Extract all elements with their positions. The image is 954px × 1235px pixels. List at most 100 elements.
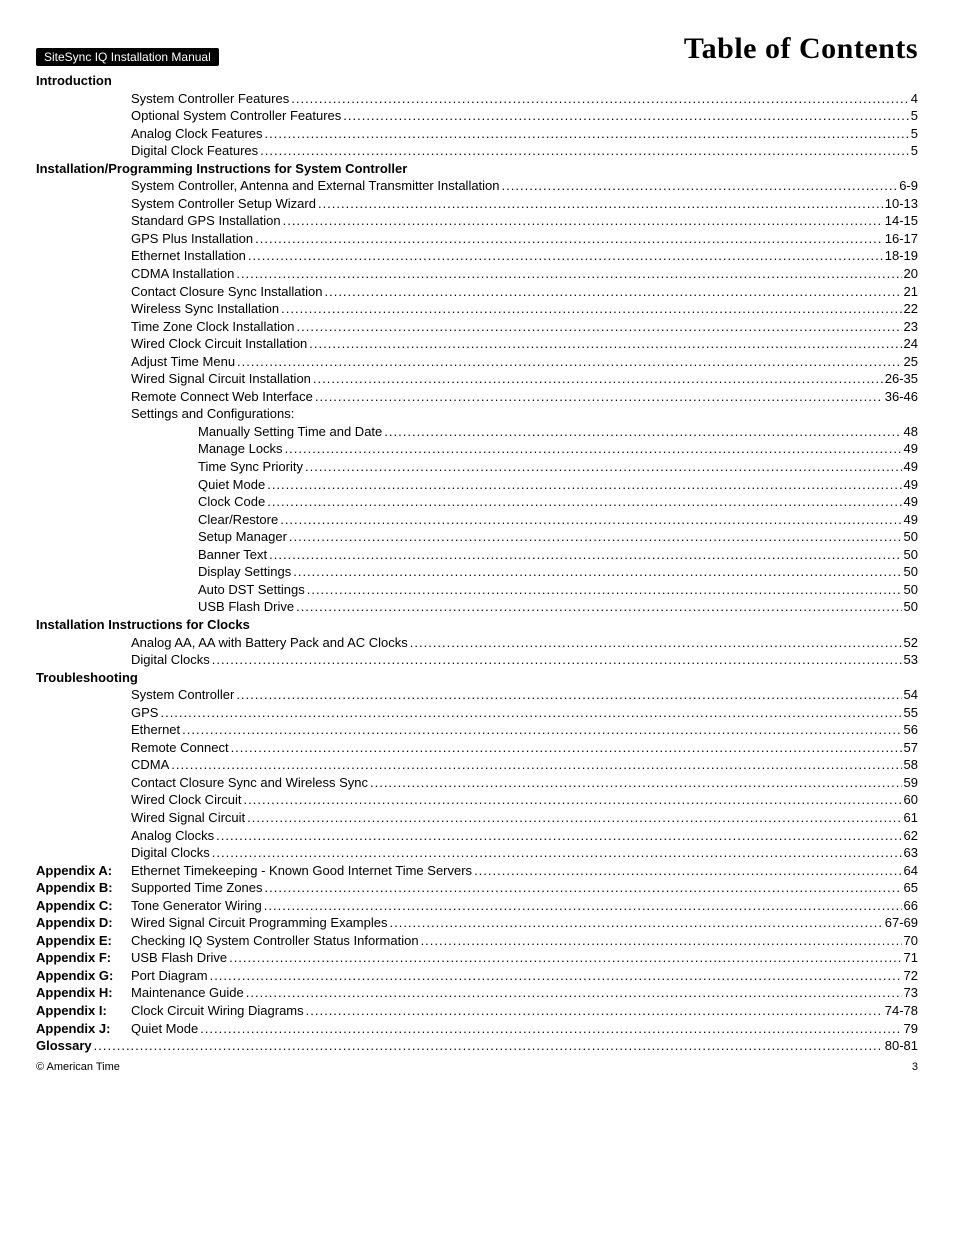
toc-leader: [264, 897, 902, 915]
toc-entry: Settings and Configurations:: [36, 405, 918, 423]
toc-entry-title: Wireless Sync Installation: [131, 300, 279, 318]
toc-entry: Optional System Controller Features5: [36, 107, 918, 125]
toc-entry-title: System Controller Setup Wizard: [131, 195, 316, 213]
appendix-title: Ethernet Timekeeping - Known Good Intern…: [131, 862, 472, 880]
toc-leader: [248, 247, 883, 265]
toc-leader: [306, 1002, 883, 1020]
toc-entry-page: 63: [904, 844, 918, 862]
toc-entry: Ethernet Installation18-19: [36, 247, 918, 265]
toc-entry-title: Manage Locks: [198, 440, 283, 458]
toc-leader: [200, 1020, 901, 1038]
toc-entry-page: 50: [904, 546, 918, 564]
manual-label: SiteSync IQ Installation Manual: [36, 48, 219, 66]
toc-entry-title: USB Flash Drive: [198, 598, 294, 616]
appendix-entry: Appendix C:Tone Generator Wiring66: [36, 897, 918, 915]
appendix-label: Appendix J:: [36, 1020, 131, 1038]
toc-entry: Remote Connect57: [36, 739, 918, 757]
toc-leader: [237, 353, 901, 371]
toc-entry: USB Flash Drive 50: [36, 598, 918, 616]
toc-entry-title: System Controller Features: [131, 90, 289, 108]
toc-entry-title: Display Settings: [198, 563, 291, 581]
toc-entry: Clear/Restore49: [36, 511, 918, 529]
toc-entry-page: 14-15: [885, 212, 918, 230]
appendix-title: Wired Signal Circuit Programming Example…: [131, 914, 387, 932]
page-title: Table of Contents: [684, 32, 918, 66]
appendix-title: Supported Time Zones: [131, 879, 263, 897]
toc-entry-title: Time Sync Priority: [198, 458, 303, 476]
toc-entry-title: Time Zone Clock Installation: [131, 318, 295, 336]
toc-entry-page: 48: [904, 423, 918, 441]
toc-leader: [265, 879, 902, 897]
toc-entry-page: 50: [904, 563, 918, 581]
toc-entry: Digital Clocks 63: [36, 844, 918, 862]
appendix-label: Appendix C:: [36, 897, 131, 915]
appendix-label: Appendix B:: [36, 879, 131, 897]
appendix-entry: Appendix H:Maintenance Guide73: [36, 984, 918, 1002]
toc-entry-title: Digital Clocks: [131, 844, 210, 862]
toc-entry: Digital Clock Features5: [36, 142, 918, 160]
toc-entry-page: 5: [911, 107, 918, 125]
appendix-label: Appendix A:: [36, 862, 131, 880]
toc-entry: Time Zone Clock Installation23: [36, 318, 918, 336]
toc-entry: Analog Clocks62: [36, 827, 918, 845]
toc-entry: Manually Setting Time and Date48: [36, 423, 918, 441]
toc-entry: Wireless Sync Installation22: [36, 300, 918, 318]
appendix-label: Appendix H:: [36, 984, 131, 1002]
toc-entry-page: 26-35: [885, 370, 918, 388]
section-heading: Introduction: [36, 72, 918, 90]
toc-entry: Quiet Mode49: [36, 476, 918, 494]
toc-leader: [502, 177, 898, 195]
toc-entry: Adjust Time Menu 25: [36, 353, 918, 371]
toc-entry: CDMA Installation20: [36, 265, 918, 283]
toc-leader: [212, 651, 902, 669]
toc-leader: [313, 370, 883, 388]
toc-leader: [291, 90, 909, 108]
appendix-label: Appendix E:: [36, 932, 131, 950]
glossary-entry: Glossary80-81: [36, 1037, 918, 1055]
toc-leader: [244, 791, 902, 809]
toc-entry-page: 24: [904, 335, 918, 353]
appendix-entry: Appendix E:Checking IQ System Controller…: [36, 932, 918, 950]
footer: © American Time 3: [36, 1061, 918, 1073]
toc-leader: [171, 756, 901, 774]
appendix-page: 74-78: [885, 1002, 918, 1020]
toc-leader: [182, 721, 901, 739]
appendix-page: 70: [904, 932, 918, 950]
toc-entry: Banner Text 50: [36, 546, 918, 564]
toc-leader: [269, 546, 901, 564]
toc-leader: [216, 827, 901, 845]
toc-entry-title: Analog Clock Features: [131, 125, 263, 143]
toc-entry-title: Adjust Time Menu: [131, 353, 235, 371]
toc-entry: Remote Connect Web Interface36-46: [36, 388, 918, 406]
toc-leader: [283, 212, 883, 230]
section-heading: Troubleshooting: [36, 669, 918, 687]
toc-leader: [474, 862, 901, 880]
toc-entry-title: Ethernet Installation: [131, 247, 246, 265]
toc-leader: [421, 932, 902, 950]
toc-leader: [318, 195, 883, 213]
table-of-contents: IntroductionSystem Controller Features4O…: [36, 72, 918, 1055]
toc-entry-page: 25: [904, 353, 918, 371]
appendix-label: Appendix D:: [36, 914, 131, 932]
appendix-label: Appendix G:: [36, 967, 131, 985]
toc-entry: Digital Clocks53: [36, 651, 918, 669]
appendix-label: Appendix I:: [36, 1002, 131, 1020]
toc-leader: [289, 528, 902, 546]
appendix-entry: Appendix F:USB Flash Drive71: [36, 949, 918, 967]
toc-leader: [246, 984, 902, 1002]
toc-leader: [315, 388, 883, 406]
toc-entry-page: 50: [904, 598, 918, 616]
toc-leader: [343, 107, 909, 125]
appendix-page: 79: [904, 1020, 918, 1038]
toc-leader: [384, 423, 901, 441]
toc-entry-page: 50: [904, 528, 918, 546]
toc-leader: [267, 476, 901, 494]
toc-entry-title: Wired Clock Circuit: [131, 791, 242, 809]
toc-entry-title: Banner Text: [198, 546, 267, 564]
toc-entry: Analog Clock Features5: [36, 125, 918, 143]
appendix-entry: Appendix A:Ethernet Timekeeping - Known …: [36, 862, 918, 880]
appendix-title: Tone Generator Wiring: [131, 897, 262, 915]
toc-entry-page: 6-9: [899, 177, 918, 195]
toc-leader: [305, 458, 902, 476]
toc-entry-title: Wired Signal Circuit: [131, 809, 245, 827]
